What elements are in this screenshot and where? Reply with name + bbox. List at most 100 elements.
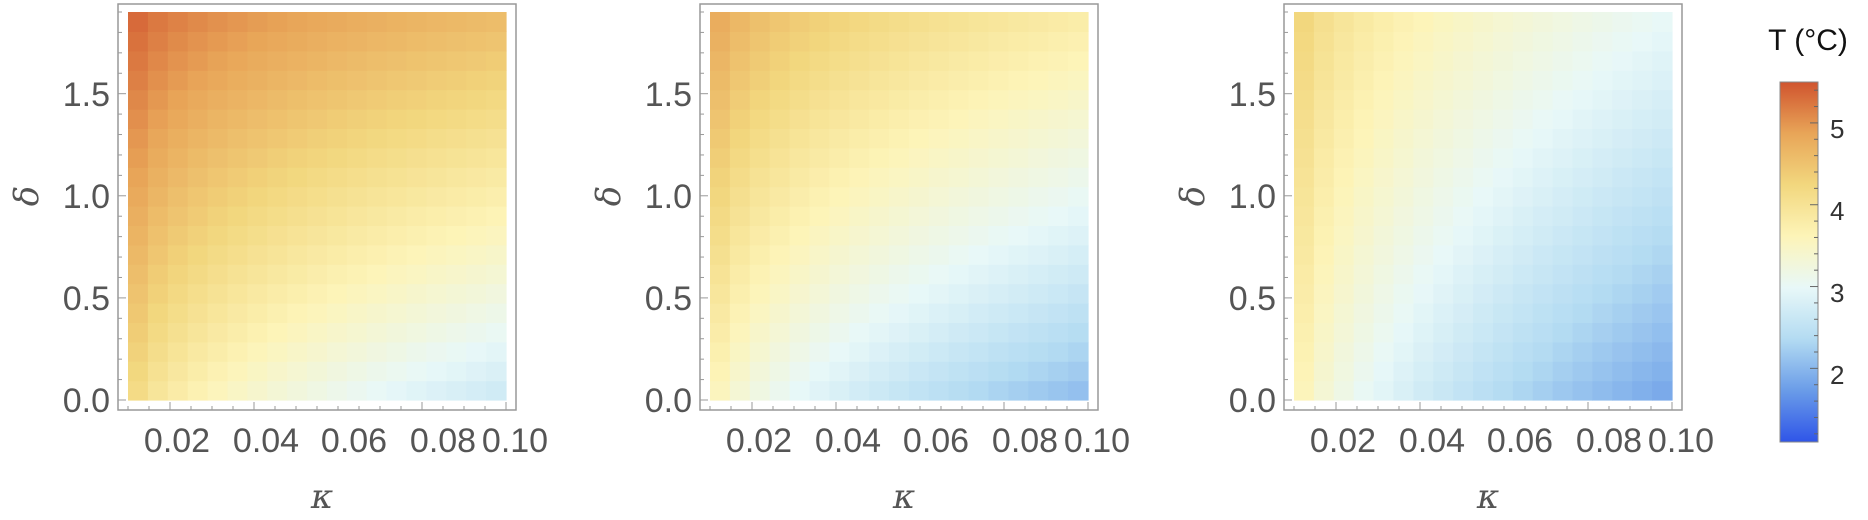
heatmap-cell bbox=[1572, 322, 1594, 343]
heatmap-cell bbox=[147, 128, 169, 149]
heatmap-cell bbox=[1333, 264, 1355, 285]
heatmap-cell bbox=[426, 186, 447, 207]
heatmap-cell bbox=[789, 380, 811, 401]
heatmap-cell bbox=[769, 283, 791, 304]
heatmap-cell bbox=[1068, 167, 1089, 188]
heatmap-cell bbox=[1592, 341, 1613, 362]
heatmap-cell bbox=[1532, 167, 1554, 188]
heatmap-cell bbox=[809, 380, 830, 401]
heatmap-cell bbox=[1333, 128, 1355, 149]
heatmap-cell bbox=[1433, 186, 1454, 207]
heatmap-cell bbox=[1028, 109, 1049, 129]
heatmap-cell bbox=[710, 322, 731, 343]
heatmap-cell bbox=[1453, 206, 1474, 226]
heatmap-cell bbox=[789, 109, 811, 129]
heatmap-cell bbox=[326, 225, 348, 246]
panel-1-ytick-label: 1.5 bbox=[63, 76, 110, 114]
heatmap-cell bbox=[948, 12, 970, 32]
heatmap-cell bbox=[426, 206, 447, 226]
heatmap-cell bbox=[227, 12, 248, 32]
heatmap-cell bbox=[889, 361, 910, 382]
heatmap-cell bbox=[1612, 244, 1633, 265]
heatmap-cell bbox=[988, 206, 1010, 226]
heatmap-cell bbox=[187, 303, 209, 323]
heatmap-cell bbox=[1612, 50, 1633, 71]
heatmap-cell bbox=[426, 128, 447, 149]
heatmap-cell bbox=[1492, 361, 1514, 382]
panel-1-xtick-label: 0.10 bbox=[482, 422, 548, 460]
heatmap-cell bbox=[829, 128, 850, 149]
heatmap-cell bbox=[769, 380, 791, 401]
heatmap-cell bbox=[446, 283, 467, 304]
heatmap-cell bbox=[1373, 283, 1395, 304]
heatmap-cell bbox=[968, 186, 990, 207]
heatmap-cell bbox=[988, 283, 1010, 304]
heatmap-cell bbox=[1612, 31, 1633, 52]
heatmap-cell bbox=[889, 322, 910, 343]
heatmap-cell bbox=[889, 186, 910, 207]
heatmap-cell bbox=[1652, 128, 1673, 149]
heatmap-cell bbox=[749, 322, 771, 343]
heatmap-cell bbox=[988, 264, 1010, 285]
heatmap-cell bbox=[128, 89, 149, 110]
heatmap-cell bbox=[1532, 283, 1554, 304]
heatmap-cell bbox=[128, 303, 149, 323]
heatmap-cell bbox=[849, 322, 870, 343]
heatmap-cell bbox=[128, 12, 149, 32]
heatmap-cell bbox=[769, 167, 791, 188]
heatmap-cell bbox=[326, 380, 348, 401]
heatmap-cell bbox=[466, 225, 487, 246]
panel-2-ytick-label: 0.5 bbox=[645, 280, 692, 318]
heatmap-cell bbox=[1048, 167, 1069, 188]
heatmap-cell bbox=[1373, 70, 1395, 91]
heatmap-cell bbox=[1473, 303, 1494, 323]
colorbar-gradient bbox=[1779, 81, 1819, 443]
heatmap-cell bbox=[1028, 341, 1049, 362]
heatmap-cell bbox=[1592, 225, 1613, 246]
colorbar-tick-label: 4 bbox=[1830, 196, 1844, 226]
heatmap-cell bbox=[1572, 109, 1594, 129]
heatmap-cell bbox=[1512, 341, 1534, 362]
heatmap-cell bbox=[829, 50, 850, 71]
heatmap-cell bbox=[486, 225, 507, 246]
heatmap-cell bbox=[1393, 147, 1414, 168]
heatmap-cell bbox=[247, 50, 268, 71]
heatmap-cell bbox=[749, 361, 771, 382]
heatmap-cell bbox=[1433, 380, 1454, 401]
heatmap-cell bbox=[710, 128, 731, 149]
heatmap-cell bbox=[1632, 109, 1653, 129]
heatmap-cell bbox=[1473, 50, 1494, 71]
heatmap-cell bbox=[869, 147, 890, 168]
heatmap-cell bbox=[1373, 225, 1395, 246]
heatmap-cell bbox=[849, 225, 870, 246]
heatmap-cell bbox=[1413, 361, 1434, 382]
heatmap-cell bbox=[869, 225, 890, 246]
heatmap-cell bbox=[769, 12, 791, 32]
heatmap-cell bbox=[1313, 89, 1335, 110]
heatmap-cell bbox=[710, 380, 731, 401]
heatmap-cell bbox=[908, 186, 930, 207]
heatmap-cell bbox=[829, 244, 850, 265]
heatmap-cell bbox=[1492, 322, 1514, 343]
heatmap-cell bbox=[1552, 361, 1574, 382]
heatmap-cell bbox=[366, 303, 388, 323]
heatmap-cell bbox=[829, 264, 850, 285]
heatmap-cell bbox=[1433, 244, 1454, 265]
heatmap-cell bbox=[287, 303, 308, 323]
heatmap-cell bbox=[1413, 50, 1434, 71]
heatmap-cell bbox=[869, 109, 890, 129]
heatmap-cell bbox=[366, 361, 388, 382]
heatmap-cell bbox=[1532, 128, 1554, 149]
heatmap-cell bbox=[366, 380, 388, 401]
heatmap-cell bbox=[1313, 50, 1335, 71]
heatmap-cell bbox=[247, 206, 268, 226]
heatmap-cell bbox=[207, 186, 229, 207]
heatmap-cell bbox=[908, 70, 930, 91]
heatmap-cell bbox=[326, 89, 348, 110]
heatmap-cell bbox=[207, 128, 229, 149]
heatmap-cell bbox=[948, 380, 970, 401]
heatmap-cell bbox=[1294, 244, 1315, 265]
heatmap-cell bbox=[769, 322, 791, 343]
heatmap-cell bbox=[1028, 283, 1049, 304]
heatmap-cell bbox=[710, 303, 731, 323]
